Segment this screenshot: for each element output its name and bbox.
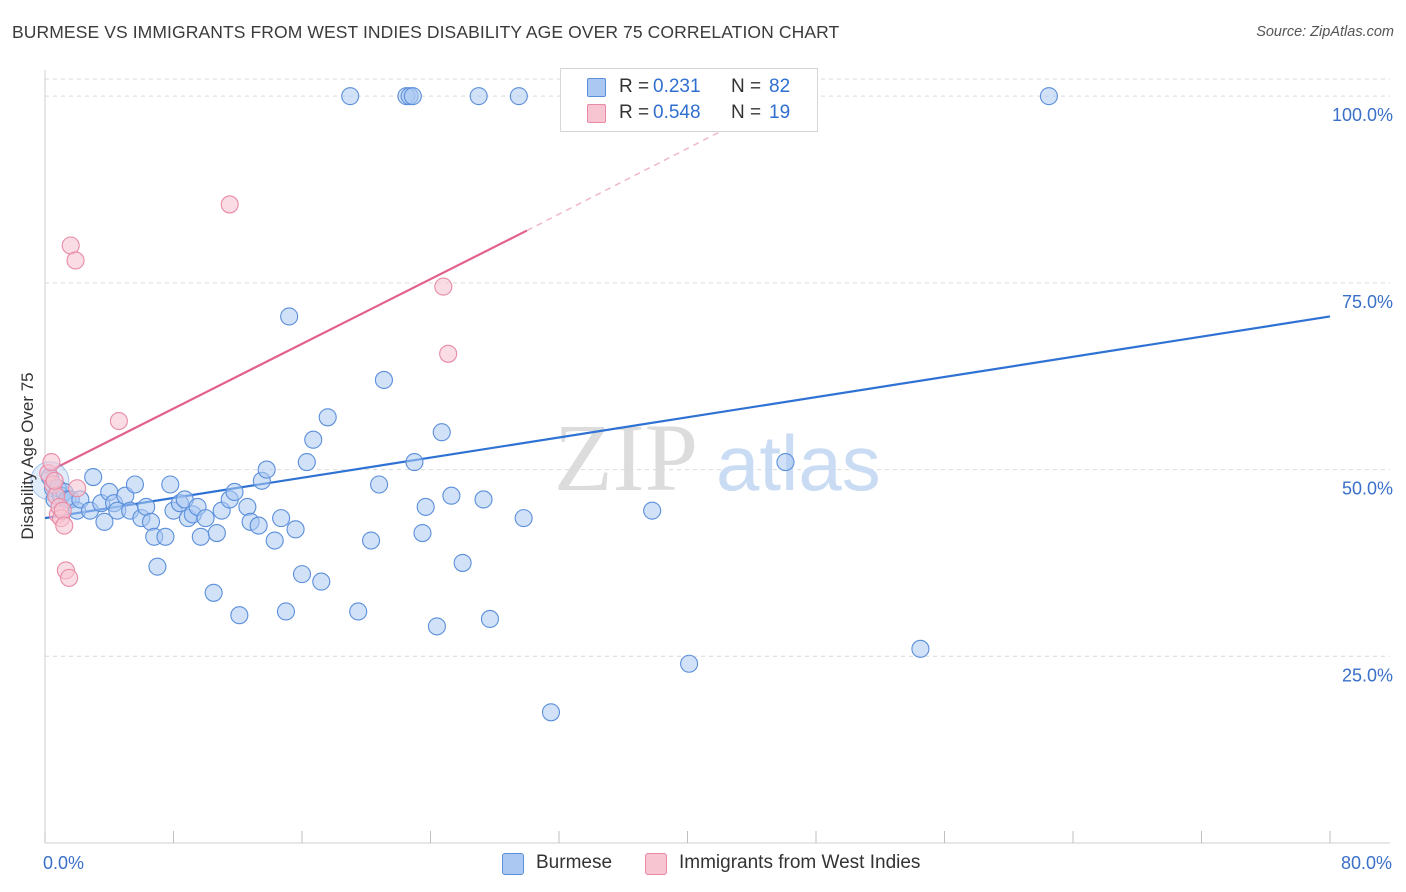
point-burmese: [432, 423, 451, 442]
watermark-zip: ZIP: [554, 404, 698, 511]
point-burmese: [680, 654, 699, 673]
point-burmese: [156, 527, 175, 546]
legend-r-label: R =: [619, 102, 650, 123]
point-burmese: [207, 524, 226, 543]
trend-line-west-indies: [44, 229, 528, 475]
x-tick-label: 0.0%: [43, 853, 84, 873]
point-burmese: [148, 557, 167, 576]
point-burmese: [643, 501, 662, 520]
point-burmese: [225, 482, 244, 502]
y-tick-label: 75.0%: [1342, 292, 1393, 312]
point-burmese: [374, 370, 393, 389]
point-west-indies: [68, 479, 87, 498]
legend-n-value: 82: [769, 76, 791, 97]
y-tick-label: 50.0%: [1342, 479, 1393, 499]
point-west-indies: [45, 471, 64, 490]
watermark: ZIP atlas: [554, 404, 881, 511]
point-burmese: [161, 475, 180, 494]
point-burmese: [196, 509, 215, 528]
point-burmese: [318, 408, 337, 427]
point-burmese: [204, 583, 223, 602]
correlation-legend: R = 0.231 N = 82 R = 0.548 N = 19: [560, 68, 818, 132]
point-west-indies: [66, 251, 85, 270]
point-burmese: [137, 497, 156, 516]
point-burmese: [427, 617, 446, 636]
point-burmese: [304, 430, 323, 449]
point-burmese: [141, 512, 161, 531]
grid-layer: [45, 78, 1390, 657]
point-burmese: [280, 307, 299, 326]
point-burmese: [416, 497, 435, 516]
legend-n-label: N =: [731, 102, 762, 123]
x-tick-label: 80.0%: [1341, 853, 1392, 873]
y-tick-label: 100.0%: [1332, 105, 1393, 125]
point-west-indies: [434, 277, 453, 296]
point-burmese: [403, 87, 422, 106]
y-axis-title: Disability Age Over 75: [18, 372, 37, 540]
point-burmese: [276, 602, 295, 621]
watermark-atlas: atlas: [716, 419, 881, 507]
point-burmese: [776, 453, 795, 472]
point-burmese: [514, 509, 533, 528]
point-burmese: [362, 531, 381, 550]
point-burmese: [249, 516, 268, 535]
bottom-legend-label-west-indies: Immigrants from West Indies: [679, 852, 921, 873]
point-burmese: [238, 497, 257, 516]
source-label: Source: ZipAtlas.com: [1256, 24, 1394, 40]
legend-n-value: 19: [769, 102, 791, 123]
point-burmese: [349, 602, 368, 621]
point-burmese: [297, 453, 316, 472]
point-west-indies: [55, 516, 74, 535]
legend-r-label: R =: [619, 76, 650, 97]
point-burmese: [453, 553, 472, 572]
point-west-indies: [53, 501, 72, 520]
point-burmese: [370, 475, 389, 494]
point-burmese: [405, 453, 424, 472]
point-burmese: [125, 475, 144, 494]
point-burmese: [292, 565, 312, 584]
point-west-indies: [109, 411, 128, 431]
point-west-indies: [42, 453, 61, 472]
point-burmese: [1039, 87, 1058, 106]
bottom-legend-label-burmese: Burmese: [536, 852, 613, 873]
point-burmese: [272, 509, 291, 528]
point-burmese: [286, 520, 305, 539]
point-west-indies: [61, 236, 80, 255]
point-burmese: [911, 639, 930, 658]
bottom-legend-swatch-burmese: [502, 853, 524, 875]
point-west-indies: [60, 568, 79, 587]
point-burmese: [442, 486, 461, 505]
point-burmese: [312, 572, 331, 591]
point-burmese: [469, 87, 488, 106]
point-west-indies: [439, 344, 458, 363]
legend-swatch-west-indies: [587, 104, 606, 123]
legend-r-value: 0.231: [653, 76, 701, 97]
points-layer: [30, 87, 1058, 722]
bottom-legend-swatch-west-indies: [645, 853, 667, 875]
y-tick-label: 25.0%: [1342, 665, 1393, 685]
point-burmese: [509, 87, 528, 106]
chart-title: BURMESE VS IMMIGRANTS FROM WEST INDIES D…: [12, 22, 840, 42]
point-burmese: [95, 512, 114, 531]
point-west-indies: [220, 195, 239, 214]
point-burmese: [541, 703, 561, 722]
tick-label-layer: 25.0% 50.0% 75.0% 100.0% 0.0% 80.0%: [43, 105, 1393, 873]
point-burmese: [257, 460, 276, 479]
point-burmese: [191, 527, 210, 546]
point-burmese: [265, 531, 284, 550]
point-burmese: [84, 467, 103, 487]
point-burmese: [341, 87, 360, 106]
point-burmese: [230, 606, 249, 625]
point-burmese: [474, 490, 493, 509]
legend-n-label: N =: [731, 76, 762, 97]
point-burmese: [480, 609, 499, 628]
point-burmese: [413, 524, 432, 543]
legend-r-value: 0.548: [653, 102, 701, 123]
legend-swatch-burmese: [587, 78, 606, 97]
